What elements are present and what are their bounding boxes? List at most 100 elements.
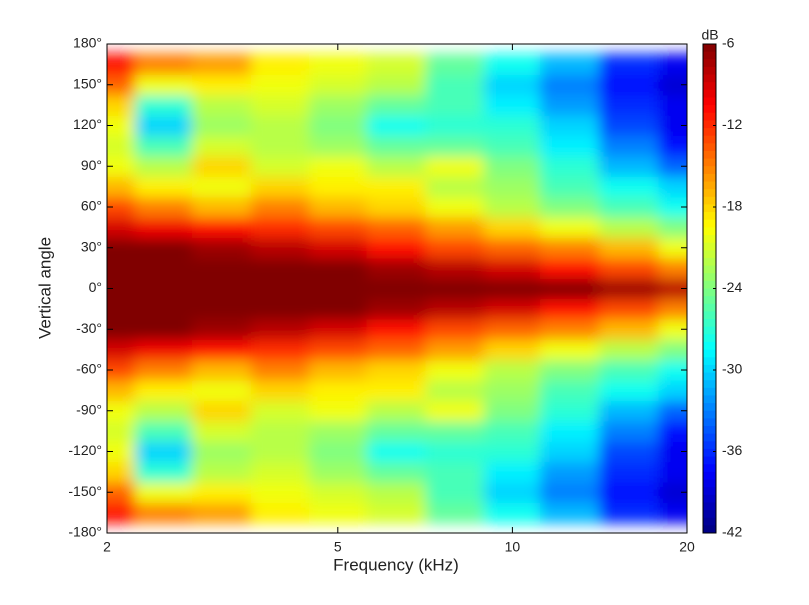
- contour-cell: [599, 237, 660, 259]
- contour-cell: [134, 175, 193, 198]
- contour-cell: [134, 481, 193, 503]
- contour-cell: [483, 277, 542, 300]
- contour-cell: [483, 155, 542, 177]
- contour-cell: [658, 461, 687, 483]
- contour-cell: [309, 257, 368, 279]
- contour-cell: [107, 175, 136, 198]
- contour-cell: [309, 53, 368, 55]
- colorbar-step: [703, 166, 716, 175]
- contour-cell: [425, 400, 485, 422]
- contour-cell: [134, 53, 193, 55]
- contour-cell: [107, 338, 136, 361]
- y-tick-label: -120°: [68, 442, 102, 458]
- contour-cell: [107, 94, 136, 116]
- contour-cell: [134, 379, 193, 402]
- contour-cell: [425, 420, 485, 442]
- contour-cell: [483, 53, 542, 55]
- colorbar-step: [703, 471, 716, 481]
- colorbar-step: [703, 456, 716, 465]
- colorbar-step: [703, 510, 716, 519]
- contour-cell: [483, 461, 542, 483]
- colorbar-step: [703, 288, 716, 297]
- contour-cell: [483, 440, 542, 463]
- contour-cell: [599, 318, 660, 340]
- contour-cell: [251, 501, 311, 524]
- contour-cell: [483, 257, 542, 279]
- y-tick-label: 0°: [89, 279, 102, 295]
- contour-cell: [107, 481, 136, 503]
- contour-cell: [540, 338, 601, 361]
- colorbar-step: [703, 189, 716, 198]
- colorbar-step: [703, 135, 716, 144]
- contour-cell: [483, 216, 542, 239]
- contour-cell: [366, 257, 427, 279]
- contour-field: [107, 53, 687, 524]
- colorbar-step: [703, 319, 716, 328]
- contour-cell: [425, 175, 485, 198]
- contour-cell: [540, 53, 601, 76]
- contour-cell: [599, 257, 660, 279]
- contour-cell: [107, 277, 136, 300]
- contour-cell: [658, 257, 687, 279]
- contour-cell: [191, 53, 253, 76]
- contour-cell: [483, 400, 542, 422]
- colorbar-step: [703, 426, 716, 435]
- contour-cell: [251, 277, 311, 300]
- contour-cell: [309, 277, 368, 300]
- contour-cell: [658, 481, 687, 503]
- contour-cell: [107, 114, 136, 137]
- y-tick-label: 150°: [73, 75, 102, 91]
- contour-cell: [251, 175, 311, 198]
- contour-cell: [191, 359, 253, 381]
- contour-cell: [309, 175, 368, 198]
- contour-cell: [107, 237, 136, 259]
- contour-cell: [425, 277, 485, 300]
- contour-cell: [191, 420, 253, 442]
- contour-cell: [599, 135, 660, 157]
- contour-cell: [483, 318, 542, 340]
- contour-cell: [309, 237, 368, 259]
- colorbar-step: [703, 494, 716, 503]
- colorbar-step: [703, 235, 716, 244]
- contour-cell: [191, 94, 253, 116]
- colorbar-step: [703, 257, 716, 267]
- colorbar-step: [703, 120, 716, 129]
- contour-cell: [309, 359, 368, 381]
- contour-cell: [540, 196, 601, 218]
- colorbar-tick-label: -30: [722, 361, 742, 377]
- contour-cell: [134, 74, 193, 96]
- colorbar-step: [703, 242, 716, 251]
- contour-cell: [599, 481, 660, 503]
- contour-cell: [107, 298, 136, 320]
- contour-cell: [425, 94, 485, 116]
- contour-cell: [309, 400, 368, 422]
- colorbar-step: [703, 326, 716, 335]
- colorbar-tick-label: -42: [722, 524, 742, 540]
- contour-cell: [599, 155, 660, 177]
- colorbar-step: [703, 97, 716, 106]
- contour-cell: [107, 135, 136, 157]
- colorbar-step: [703, 410, 716, 419]
- contour-cell: [134, 135, 193, 157]
- contour-cell: [366, 237, 427, 259]
- contour-cell: [366, 53, 427, 76]
- contour-cell: [658, 114, 687, 137]
- y-tick-label: 180°: [73, 35, 102, 51]
- contour-cell: [540, 359, 601, 381]
- colorbar-step: [703, 357, 716, 366]
- colorbar-step: [703, 44, 716, 53]
- contour-cell: [134, 196, 193, 218]
- contour-cell: [599, 74, 660, 96]
- colorbar-step: [703, 525, 716, 534]
- colorbar-step: [703, 487, 716, 496]
- colorbar-step: [703, 303, 716, 312]
- contour-cell: [251, 400, 311, 422]
- contour-cell: [599, 53, 660, 55]
- contour-cell: [191, 501, 253, 524]
- contour-cell: [134, 461, 193, 483]
- contour-cell: [134, 440, 193, 463]
- x-tick-label: 20: [679, 539, 695, 555]
- contour-cell: [366, 501, 427, 524]
- contour-cell: [658, 53, 687, 76]
